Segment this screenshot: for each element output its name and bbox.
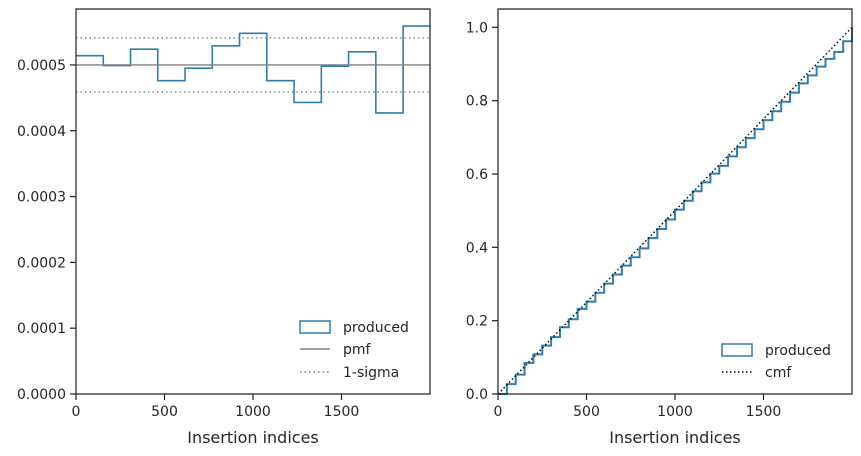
left-x-tick-label-1: 500 (151, 404, 178, 420)
right-plot-marks (497, 26, 853, 395)
left-y-tick-label-1: 0.0001 (17, 321, 66, 337)
left-y-tick-label-5: 0.0005 (17, 58, 66, 74)
left-series-produced (76, 25, 430, 114)
right-cumulative-panel: 0 500 1000 1500 0.0 0.2 0.4 0.6 0.8 1.0 Insertion… (466, 8, 853, 447)
right-plot-area (498, 9, 852, 394)
left-plot-area (76, 9, 430, 394)
right-series-produced (498, 27, 853, 395)
right-x-tick-label-0: 0 (494, 404, 503, 420)
left-y-tick-label-3: 0.0003 (17, 190, 66, 206)
legend-produced-swatch-right (721, 343, 753, 357)
right-x-axis-label: Insertion indices (609, 428, 741, 447)
left-y-tick-label-0: 0.0000 (17, 387, 66, 403)
left-x-tick-label-3: 1500 (324, 404, 360, 420)
left-x-tick-label-2: 1000 (235, 404, 271, 420)
right-legend: produced cmf (721, 343, 831, 381)
right-y-tick-label-2: 0.4 (466, 240, 488, 256)
legend-1-sigma-label: 1-sigma (343, 365, 399, 381)
legend-cmf-label: cmf (765, 365, 792, 381)
legend-produced-label: produced (343, 320, 409, 336)
left-histogram-panel: 0 500 1000 1500 0.0000 0.0001 0.0002 0.0003 0.00… (17, 8, 431, 447)
right-y-tick-label-4: 0.8 (466, 94, 488, 110)
left-x-axis-label: Insertion indices (187, 428, 319, 447)
right-series-cmf (497, 26, 853, 395)
legend-produced-swatch (299, 320, 331, 334)
left-x-tick-label-0: 0 (72, 404, 81, 420)
right-x-tick-label-2: 1000 (657, 404, 693, 420)
right-x-tick-label-3: 1500 (746, 404, 782, 420)
right-y-tick-label-0: 0.0 (466, 387, 488, 403)
left-axis-ticks: 0 500 1000 1500 0.0000 0.0001 0.0002 0.0003 0.00… (17, 58, 359, 420)
legend-pmf-label: pmf (343, 342, 372, 358)
right-y-tick-label-5: 1.0 (466, 20, 488, 36)
right-axis-ticks: 0 500 1000 1500 0.0 0.2 0.4 0.6 0.8 1.0 (466, 20, 782, 420)
left-plot-marks (76, 25, 430, 114)
left-legend: produced pmf 1-sigma (299, 320, 409, 381)
right-y-tick-label-3: 0.6 (466, 167, 488, 183)
right-x-tick-label-1: 500 (573, 404, 600, 420)
left-y-tick-label-2: 0.0002 (17, 255, 66, 271)
right-y-tick-label-1: 0.2 (466, 314, 488, 330)
legend-produced-label-right: produced (765, 343, 831, 359)
left-y-tick-label-4: 0.0004 (17, 124, 66, 140)
